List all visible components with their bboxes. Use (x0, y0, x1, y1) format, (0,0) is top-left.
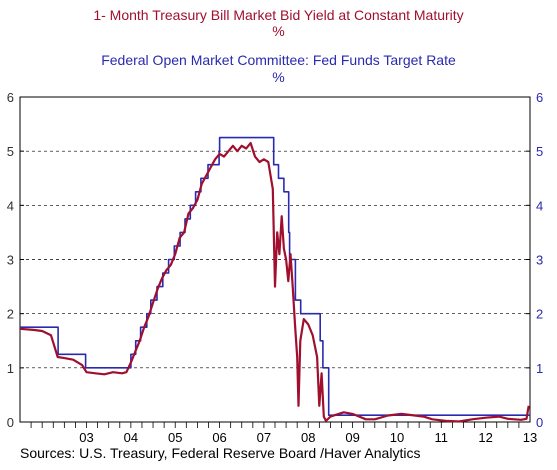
y-tick-label-right: 2 (536, 307, 543, 322)
x-tick-label: 11 (435, 430, 449, 445)
y-tick-label-left: 2 (7, 307, 14, 322)
y-tick-label-left: 4 (7, 198, 14, 213)
source-note: Sources: U.S. Treasury, Federal Reserve … (20, 445, 421, 461)
x-tick-label: 10 (390, 430, 404, 445)
y-tick-label-right: 5 (536, 144, 543, 159)
y-tick-label-left: 5 (7, 144, 14, 159)
x-tick-label: 08 (301, 430, 315, 445)
chart-title-1-unit: % (272, 23, 285, 39)
x-tick-label: 03 (79, 430, 93, 445)
chart-title-2-unit: % (272, 69, 285, 85)
y-tick-label-right: 6 (536, 90, 543, 105)
x-axis: 03 04 05 06 07 08 09 10 11 12 13 (30, 422, 537, 445)
y-tick-label-left: 0 (7, 415, 14, 430)
x-tick-label: 06 (212, 430, 226, 445)
series-group (19, 136, 530, 423)
y-axis-left: 0 1 2 3 4 5 6 (7, 90, 24, 430)
y-tick-label-right: 0 (536, 415, 543, 430)
y-tick-label-left: 3 (7, 253, 14, 268)
fed-funds-target-line (20, 136, 530, 416)
y-tick-label-left: 6 (7, 90, 14, 105)
y-axis-right: 0 1 2 3 4 5 6 (526, 90, 543, 430)
chart-title-2: Federal Open Market Committee: Fed Funds… (101, 52, 456, 68)
y-tick-label-right: 3 (536, 253, 543, 268)
y-tick-label-right: 1 (536, 361, 543, 376)
x-tick-label: 09 (345, 430, 359, 445)
y-tick-label-right: 4 (536, 198, 543, 213)
x-tick-label: 04 (124, 430, 138, 445)
y-tick-label-left: 1 (7, 361, 14, 376)
x-tick-label: 05 (168, 430, 182, 445)
chart-title-1: 1- Month Treasury Bill Market Bid Yield … (93, 7, 464, 23)
x-tick-label: 07 (257, 430, 271, 445)
x-tick-label: 12 (478, 430, 492, 445)
x-tick-label: 13 (523, 430, 537, 445)
tbill-yield-line (19, 141, 530, 423)
